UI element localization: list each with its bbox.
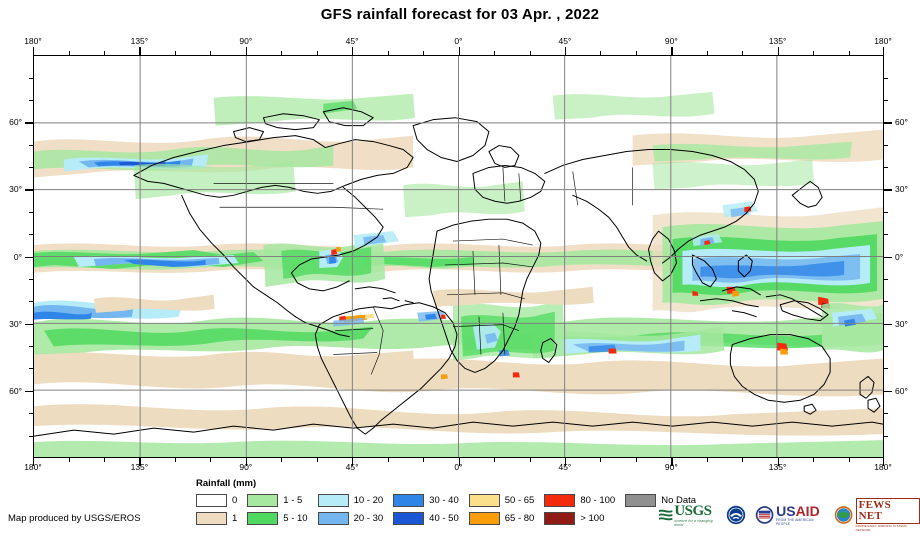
legend-label: 50 - 65 [504,495,535,506]
x-tick-label: 90° [239,36,253,46]
x-tick-label: 0° [454,462,463,472]
x-tick-label: 45° [345,36,359,46]
fewsnet-tagline: FAMINE EARLY WARNING SYSTEMS NETWORK [855,524,907,532]
legend-grid: 0 1 1 - 5 5 - 10 10 - 20 20 - 3 [196,493,696,526]
fewsnet-wordmark-box: FEWS NET [855,498,920,524]
legend-item: No Data [625,494,696,507]
legend-swatch [196,494,227,507]
fewsnet-globe-icon [835,506,853,524]
legend-item: 0 [196,494,237,507]
usaid-seal-icon [755,506,774,524]
legend-item: 5 - 10 [247,512,308,525]
legend-swatch [544,494,576,507]
legend-item: 1 [196,512,237,525]
legend-item: 50 - 65 [468,494,535,507]
legend-label: 5 - 10 [283,513,308,524]
legend-swatch [544,512,576,525]
x-tick-label: 45° [345,462,359,472]
y-tick-label: 30° [895,184,908,195]
fewsnet-wordmark: FEWS NET [858,499,892,522]
x-tick-label: 135° [768,36,787,46]
legend-label: 0 [232,495,238,506]
legend-swatch [468,494,500,507]
legend-label: 40 - 50 [429,513,459,524]
y-tick-label: 30° [9,318,22,329]
x-tick-label: 45° [558,36,572,46]
legend-label: 20 - 30 [353,513,384,524]
usaid-logo[interactable]: USAID FROM THE AMERICAN PEOPLE [755,501,827,529]
legend-swatch [247,494,279,507]
x-tick-label: 0° [454,36,463,46]
legend-swatch [468,512,500,525]
legend-swatch [317,512,349,525]
legend-label: 1 [232,513,238,524]
usgs-wordmark: USGS [674,502,712,519]
x-tick-label: 180° [874,36,892,46]
x-tick-label: 135° [130,462,149,472]
legend-swatch [393,512,425,525]
legend-label: No Data [661,495,697,506]
logo-bar: USGS science for a changing world [658,498,920,532]
y-tick-label: 30° [895,318,908,329]
usgs-wave-icon [658,509,673,521]
legend-item: > 100 [544,512,615,525]
usaid-tagline: FROM THE AMERICAN PEOPLE [776,518,814,526]
x-tick-label: 45° [558,462,572,472]
fewsnet-logo[interactable]: FEWS NET FAMINE EARLY WARNING SYSTEMS NE… [834,498,920,532]
map-credit: Map produced by USGS/EROS [8,513,141,524]
legend-label: 80 - 100 [580,495,616,506]
usgs-logo[interactable]: USGS science for a changing world [658,501,721,529]
x-tick-label: 135° [768,462,787,472]
y-tick-label: 60° [9,385,22,396]
legend-item: 20 - 30 [317,512,384,525]
legend-label: 1 - 5 [283,495,303,506]
x-tick-label: 180° [874,462,892,472]
y-tick-label: 0° [13,251,22,262]
legend-item: 10 - 20 [317,494,384,507]
x-tick-label: 90° [664,36,678,46]
x-tick-label: 90° [664,462,678,472]
usgs-tagline: science for a changing world [674,518,713,527]
legend-item: 65 - 80 [468,512,535,525]
usaid-wordmark: USAID [776,503,820,519]
y-tick-label: 30° [9,184,22,195]
world-rainfall-map [34,56,883,457]
legend-item: 80 - 100 [544,494,615,507]
legend-swatch [393,494,425,507]
legend-label: > 100 [580,513,605,524]
y-tick-label: 60° [895,117,908,128]
noaa-logo[interactable] [726,501,746,529]
legend-label: 65 - 80 [504,513,535,524]
legend-label: 30 - 40 [429,495,459,506]
legend-item: 40 - 50 [393,512,459,525]
y-tick-label: 0° [895,251,904,262]
legend: Rainfall (mm) 0 1 1 - 5 5 - 10 [196,478,696,526]
legend-swatch [317,494,349,507]
x-tick-label: 135° [130,36,149,46]
x-tick-label: 180° [24,36,42,46]
legend-swatch [196,512,227,525]
page-title: GFS rainfall forecast for 03 Apr. , 2022 [320,6,600,23]
map-frame[interactable] [33,55,884,458]
y-tick-label: 60° [9,117,22,128]
noaa-seal-icon [726,505,746,525]
x-tick-label: 180° [24,462,42,472]
legend-item: 30 - 40 [393,494,459,507]
legend-swatch [625,494,657,507]
legend-title: Rainfall (mm) [196,478,257,489]
legend-item: 1 - 5 [247,494,307,507]
x-tick-label: 90° [239,462,253,472]
legend-label: 10 - 20 [353,495,384,506]
y-tick-label: 60° [895,385,908,396]
legend-swatch [247,512,279,525]
